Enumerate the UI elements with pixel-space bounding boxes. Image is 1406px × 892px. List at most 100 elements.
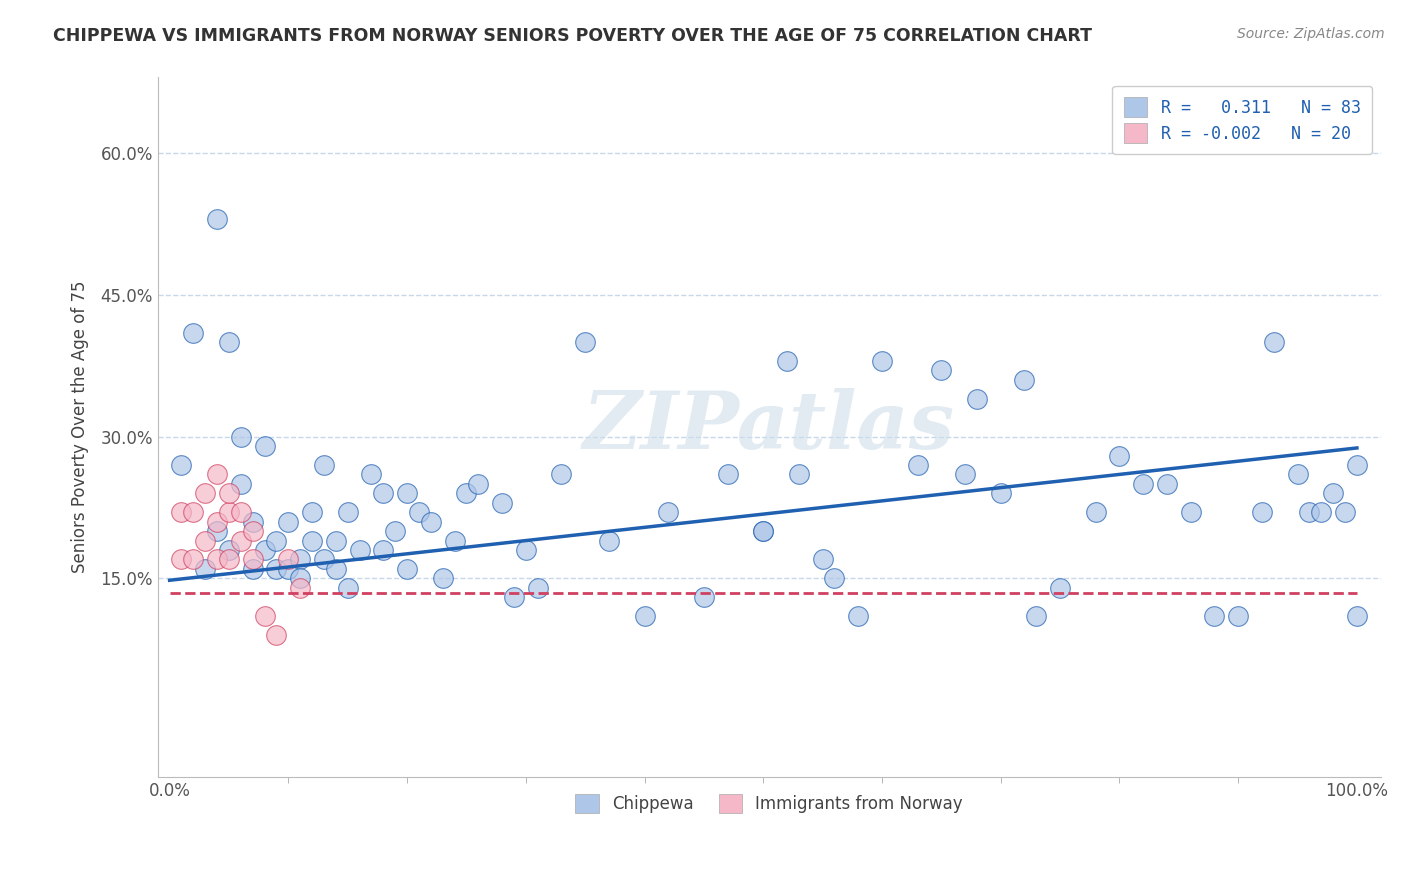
Y-axis label: Seniors Poverty Over the Age of 75: Seniors Poverty Over the Age of 75 [72,281,89,574]
Point [574,335,596,350]
Point [491,496,513,510]
Point [301,533,323,548]
Point [266,628,288,642]
Point [253,609,276,624]
Point [242,552,264,566]
Point [218,552,240,566]
Point [633,609,655,624]
Text: Source: ZipAtlas.com: Source: ZipAtlas.com [1237,27,1385,41]
Point [373,486,395,500]
Point [432,571,454,585]
Point [396,562,419,576]
Point [242,562,264,576]
Point [752,524,775,538]
Point [1286,467,1309,482]
Point [396,486,419,500]
Point [717,467,740,482]
Point [1322,486,1344,500]
Point [205,524,228,538]
Point [550,467,572,482]
Point [1346,458,1368,472]
Point [1108,449,1130,463]
Point [931,363,953,377]
Point [290,581,312,595]
Point [253,543,276,558]
Point [515,543,537,558]
Point [456,486,478,500]
Point [824,571,846,585]
Legend: Chippewa, Immigrants from Norway: Chippewa, Immigrants from Norway [564,782,974,824]
Point [205,515,228,529]
Point [194,486,217,500]
Point [870,354,893,368]
Point [218,486,240,500]
Point [349,543,371,558]
Point [205,467,228,482]
Point [205,212,228,227]
Point [752,524,775,538]
Point [336,581,359,595]
Point [598,533,620,548]
Point [1180,505,1202,519]
Point [503,591,526,605]
Point [301,505,323,519]
Point [170,458,193,472]
Point [953,467,976,482]
Text: CHIPPEWA VS IMMIGRANTS FROM NORWAY SENIORS POVERTY OVER THE AGE OF 75 CORRELATIO: CHIPPEWA VS IMMIGRANTS FROM NORWAY SENIO… [53,27,1092,45]
Text: ZIPatlas: ZIPatlas [583,388,955,466]
Point [290,571,312,585]
Point [657,505,679,519]
Point [266,533,288,548]
Point [419,515,441,529]
Point [277,562,299,576]
Point [787,467,810,482]
Point [1156,476,1178,491]
Point [242,515,264,529]
Point [693,591,716,605]
Point [1132,476,1154,491]
Point [312,458,335,472]
Point [408,505,430,519]
Point [1227,609,1250,624]
Point [183,326,205,340]
Point [266,562,288,576]
Point [776,354,799,368]
Point [1346,609,1368,624]
Point [526,581,548,595]
Point [194,562,217,576]
Point [183,552,205,566]
Point [229,476,252,491]
Point [253,439,276,453]
Point [229,533,252,548]
Point [1251,505,1274,519]
Point [443,533,465,548]
Point [325,562,347,576]
Point [218,505,240,519]
Point [811,552,834,566]
Point [1298,505,1320,519]
Point [1049,581,1071,595]
Point [1084,505,1107,519]
Point [1014,373,1036,387]
Point [846,609,869,624]
Point [290,552,312,566]
Point [312,552,335,566]
Point [1204,609,1226,624]
Point [277,552,299,566]
Point [1334,505,1357,519]
Point [1263,335,1285,350]
Point [966,392,988,406]
Point [194,533,217,548]
Point [170,552,193,566]
Point [990,486,1012,500]
Point [170,505,193,519]
Point [183,505,205,519]
Point [336,505,359,519]
Point [384,524,406,538]
Point [229,505,252,519]
Point [360,467,382,482]
Point [325,533,347,548]
Point [277,515,299,529]
Point [242,524,264,538]
Point [229,429,252,443]
